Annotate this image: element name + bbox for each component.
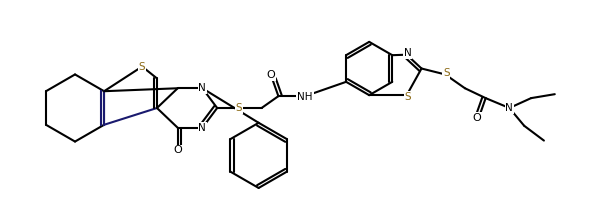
Text: N: N — [199, 83, 206, 93]
Text: S: S — [405, 92, 411, 102]
Text: S: S — [443, 68, 450, 78]
Text: O: O — [472, 113, 481, 123]
Text: O: O — [266, 70, 275, 80]
Text: N: N — [404, 48, 411, 58]
Text: S: S — [139, 62, 146, 71]
Text: N: N — [506, 103, 514, 113]
Text: S: S — [236, 103, 242, 113]
Text: N: N — [199, 123, 206, 133]
Text: O: O — [173, 145, 182, 156]
Text: NH: NH — [297, 92, 313, 102]
